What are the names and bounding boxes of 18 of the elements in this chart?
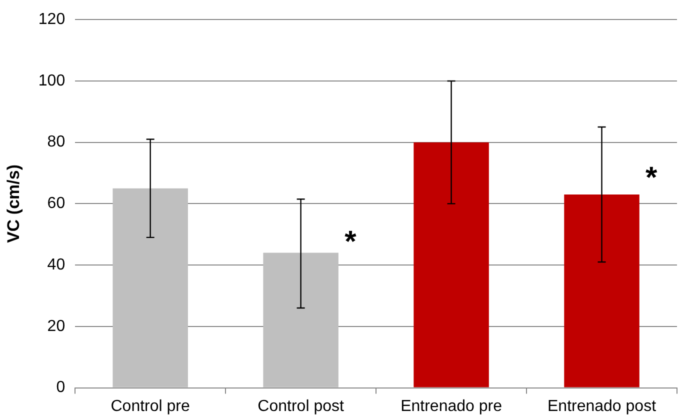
bar (414, 142, 489, 388)
x-tick-label: Entrenado pre (400, 398, 502, 415)
annotation: * (646, 161, 658, 194)
y-tick-label: 0 (56, 379, 66, 396)
y-tick-label: 120 (38, 11, 66, 28)
y-tick-label: 80 (47, 134, 66, 151)
x-tick-label: Entrenado post (547, 398, 657, 415)
bar (263, 252, 338, 388)
y-tick-label: 60 (47, 195, 66, 212)
y-tick-label: 20 (47, 318, 66, 335)
y-tick-label: 100 (38, 72, 66, 90)
x-tick-label: Control post (258, 398, 344, 415)
y-tick-label: 40 (47, 256, 66, 274)
x-tick-label: Control pre (110, 398, 190, 415)
annotation: * (344, 226, 357, 259)
bar (112, 188, 188, 388)
y-axis-title: VC (cm/s) (4, 164, 23, 243)
bar (564, 194, 640, 388)
